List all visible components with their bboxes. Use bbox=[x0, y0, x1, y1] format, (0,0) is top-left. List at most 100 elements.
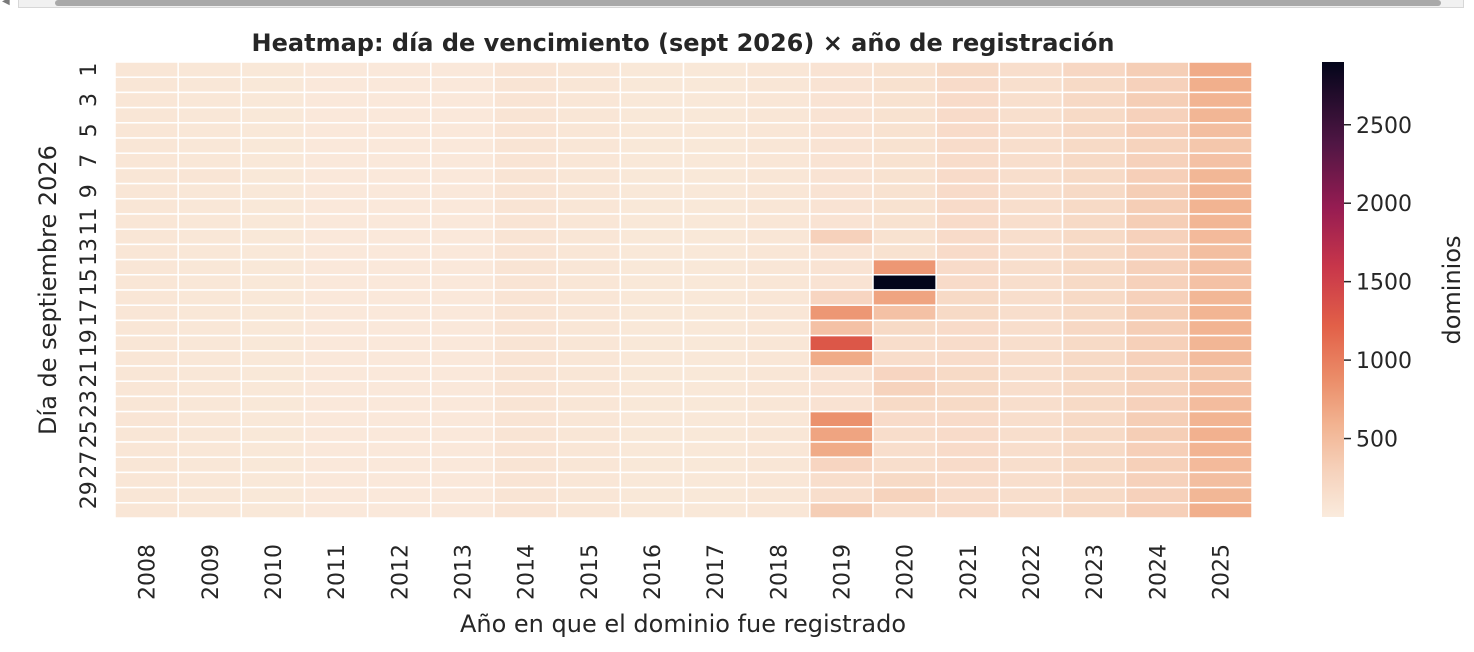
heatmap-cell bbox=[430, 182, 495, 200]
heatmap-cell bbox=[1188, 365, 1253, 382]
heatmap-cell bbox=[682, 122, 748, 139]
colorbar-tick-label: 2000 bbox=[1356, 192, 1412, 217]
scrollbar-thumb[interactable] bbox=[55, 0, 1441, 6]
heatmap-cell bbox=[809, 365, 874, 382]
y-tick-label: 13 bbox=[77, 238, 102, 266]
heatmap-cell bbox=[935, 198, 1001, 215]
heatmap-cell bbox=[872, 365, 937, 382]
heatmap-cell bbox=[493, 395, 558, 413]
heatmap-cell bbox=[935, 61, 1001, 78]
heatmap-cell bbox=[745, 76, 811, 94]
heatmap-cell bbox=[303, 350, 369, 367]
heatmap-cell bbox=[935, 182, 1001, 200]
heatmap-cell bbox=[998, 182, 1064, 200]
heatmap-cell bbox=[809, 213, 874, 230]
heatmap-cell bbox=[1124, 228, 1190, 246]
heatmap-cell bbox=[1188, 182, 1253, 200]
heatmap-cell bbox=[493, 441, 558, 458]
scrollbar-track[interactable] bbox=[18, 0, 1464, 8]
heatmap-cell bbox=[998, 502, 1064, 519]
heatmap-cell bbox=[114, 198, 179, 215]
heatmap-cell bbox=[303, 258, 369, 276]
heatmap-cell bbox=[303, 319, 369, 337]
heatmap-cell bbox=[430, 106, 495, 124]
heatmap-cell bbox=[872, 289, 937, 306]
heatmap-cell bbox=[556, 334, 622, 352]
heatmap-cell bbox=[430, 122, 495, 139]
heatmap-cell bbox=[998, 426, 1064, 443]
heatmap-cell bbox=[366, 137, 432, 154]
heatmap-cell bbox=[177, 213, 243, 230]
y-tick-label: 1 bbox=[77, 63, 102, 77]
heatmap-cell bbox=[1061, 198, 1127, 215]
heatmap-cell bbox=[493, 91, 558, 109]
heatmap-cell bbox=[745, 274, 811, 291]
heatmap-cell bbox=[240, 61, 306, 78]
heatmap-cell bbox=[114, 213, 179, 230]
heatmap-cell bbox=[998, 410, 1064, 428]
heatmap-cell bbox=[366, 61, 432, 78]
heatmap-cell bbox=[1188, 167, 1253, 185]
heatmap-cell bbox=[935, 441, 1001, 458]
heatmap-cell bbox=[682, 486, 748, 504]
heatmap-cell bbox=[1124, 365, 1190, 382]
heatmap-cell bbox=[240, 334, 306, 352]
heatmap-cell bbox=[1061, 410, 1127, 428]
heatmap-cell bbox=[430, 426, 495, 443]
scroll-left-arrow-icon[interactable]: ◀ bbox=[2, 0, 10, 7]
heatmap-cell bbox=[998, 258, 1064, 276]
heatmap-cell bbox=[809, 122, 874, 139]
heatmap-cell bbox=[1124, 410, 1190, 428]
heatmap-cell bbox=[745, 198, 811, 215]
heatmap-cell bbox=[177, 486, 243, 504]
heatmap-cell bbox=[366, 486, 432, 504]
heatmap-cell bbox=[1124, 167, 1190, 185]
heatmap-cell bbox=[935, 91, 1001, 109]
heatmap-cell bbox=[303, 152, 369, 170]
heatmap-cell bbox=[1124, 456, 1190, 474]
heatmap-cell bbox=[366, 456, 432, 474]
heatmap-cell bbox=[430, 441, 495, 458]
heatmap-cell bbox=[114, 76, 179, 94]
heatmap-cell bbox=[366, 365, 432, 382]
heatmap-cell bbox=[430, 76, 495, 94]
heatmap-cell bbox=[1061, 76, 1127, 94]
heatmap-cell bbox=[1188, 304, 1253, 322]
heatmap-cell bbox=[745, 91, 811, 109]
y-tick-label: 5 bbox=[77, 123, 102, 137]
heatmap-cell bbox=[998, 304, 1064, 322]
heatmap-cell bbox=[430, 258, 495, 276]
heatmap-cell bbox=[493, 426, 558, 443]
heatmap-cell bbox=[1188, 502, 1253, 519]
heatmap-cell bbox=[1124, 319, 1190, 337]
heatmap-cell bbox=[114, 334, 179, 352]
heatmap-cell bbox=[935, 167, 1001, 185]
heatmap-cell bbox=[935, 304, 1001, 322]
heatmap-cell bbox=[303, 228, 369, 246]
heatmap-cell bbox=[809, 274, 874, 291]
heatmap-cell bbox=[1124, 106, 1190, 124]
heatmap-cell bbox=[745, 182, 811, 200]
x-tick-label: 2018 bbox=[767, 544, 792, 600]
heatmap-cell bbox=[177, 228, 243, 246]
heatmap-cell bbox=[872, 213, 937, 230]
heatmap-cell bbox=[303, 167, 369, 185]
heatmap-cell bbox=[619, 350, 685, 367]
y-tick-label: 7 bbox=[77, 154, 102, 168]
heatmap-cell bbox=[1061, 365, 1127, 382]
heatmap-cell bbox=[366, 471, 432, 489]
heatmap-cell bbox=[556, 289, 622, 306]
heatmap-cell bbox=[682, 137, 748, 154]
heatmap-cell bbox=[493, 304, 558, 322]
heatmap-cell bbox=[493, 167, 558, 185]
heatmap-cell bbox=[872, 426, 937, 443]
heatmap-cell bbox=[809, 502, 874, 519]
heatmap-cell bbox=[619, 395, 685, 413]
heatmap-cell bbox=[114, 441, 179, 458]
heatmap-cell bbox=[493, 61, 558, 78]
heatmap-cell bbox=[745, 380, 811, 398]
heatmap-cell bbox=[366, 426, 432, 443]
heatmap-cell bbox=[872, 228, 937, 246]
colorbar-label: dominios bbox=[1438, 235, 1466, 344]
horizontal-scrollbar[interactable]: ◀ bbox=[0, 0, 1474, 10]
